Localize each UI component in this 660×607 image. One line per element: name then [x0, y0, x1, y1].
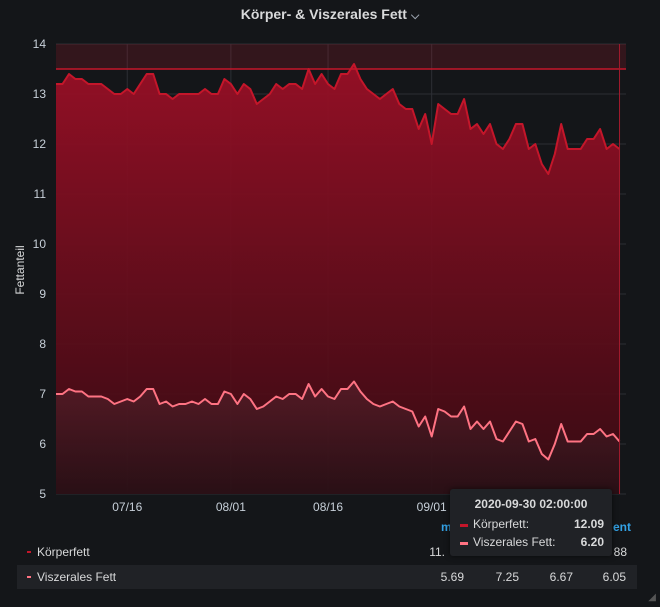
- y-tick-label: 10: [33, 237, 47, 251]
- y-axis-label: Fettanteil: [13, 245, 27, 294]
- legend-min-value: 5.69: [440, 570, 464, 584]
- tooltip-series-name: Körperfett:: [473, 517, 530, 531]
- legend-min-value: 11.: [429, 545, 445, 559]
- legend-header-current[interactable]: ent: [613, 520, 631, 534]
- panel-resize-handle-icon[interactable]: ◢: [648, 592, 656, 603]
- tooltip-series-swatch: [460, 542, 468, 545]
- series-viszerales-fett-area: [56, 381, 620, 494]
- y-tick-label: 11: [34, 187, 47, 201]
- x-axis-ticks: 07/16 08/01 08/16 09/01: [112, 500, 447, 514]
- x-tick-label: 08/16: [313, 500, 343, 514]
- y-tick-label: 8: [39, 337, 46, 351]
- tooltip-series-value: 12.09: [573, 517, 604, 531]
- legend-row-koerperfett[interactable]: Körperfett 11. 88: [17, 540, 637, 564]
- legend-series-name[interactable]: Viszerales Fett: [37, 570, 117, 584]
- y-tick-label: 13: [33, 87, 47, 101]
- series-color-swatch[interactable]: [27, 576, 31, 578]
- legend-header: m ent: [17, 520, 637, 538]
- panel-title[interactable]: Körper- & Viszerales Fett ⌵: [0, 6, 660, 26]
- tooltip-series-swatch: [460, 524, 468, 527]
- y-tick-label: 7: [39, 387, 46, 401]
- y-tick-label: 6: [39, 437, 46, 451]
- legend-series-name[interactable]: Körperfett: [37, 545, 90, 559]
- legend-avg-value: 6.67: [549, 570, 573, 584]
- y-tick-label: 9: [39, 287, 46, 301]
- legend-max-value: 7.25: [495, 570, 519, 584]
- y-tick-label: 5: [39, 487, 46, 501]
- x-tick-label: 09/01: [417, 500, 447, 514]
- tooltip-time: 2020-09-30 02:00:00: [474, 497, 588, 511]
- legend-header-min[interactable]: m: [441, 520, 452, 534]
- graph-tooltip: 2020-09-30 02:00:00 Körperfett: 12.09 Vi…: [450, 489, 612, 556]
- chart-area[interactable]: 14 13 12 11 10 9 8 7 6 5 07/16 08/01 08/16 09/01 Fet…: [0, 0, 660, 520]
- threshold-band: [56, 44, 626, 69]
- y-tick-label: 12: [33, 137, 47, 151]
- legend-row-viszerales-fett[interactable]: Viszerales Fett 5.69 7.25 6.67 6.05: [17, 565, 637, 589]
- x-tick-label: 07/16: [112, 500, 142, 514]
- legend-current-value: 6.05: [602, 570, 626, 584]
- series-layer: [56, 63, 621, 494]
- tooltip-series-name: Viszerales Fett:: [473, 535, 556, 549]
- x-tick-label: 08/01: [216, 500, 246, 514]
- tooltip-row-viszerales-fett: Viszerales Fett: 6.20: [460, 535, 604, 551]
- series-color-swatch[interactable]: [27, 551, 31, 553]
- y-axis-ticks: 14 13 12 11 10 9 8 7 6 5: [33, 37, 47, 501]
- series-koerperfett-area: [56, 64, 620, 494]
- series-viszerales-fett-line: [56, 380, 621, 461]
- series-koerperfett-line: [56, 63, 621, 175]
- tooltip-row-koerperfett: Körperfett: 12.09: [460, 517, 604, 533]
- y-tick-label: 14: [33, 37, 47, 51]
- panel-title-text[interactable]: Körper- & Viszerales Fett: [240, 6, 407, 22]
- chevron-down-icon[interactable]: ⌵: [410, 10, 420, 22]
- tooltip-series-value: 6.20: [580, 535, 604, 549]
- legend-current-value: 88: [613, 545, 627, 559]
